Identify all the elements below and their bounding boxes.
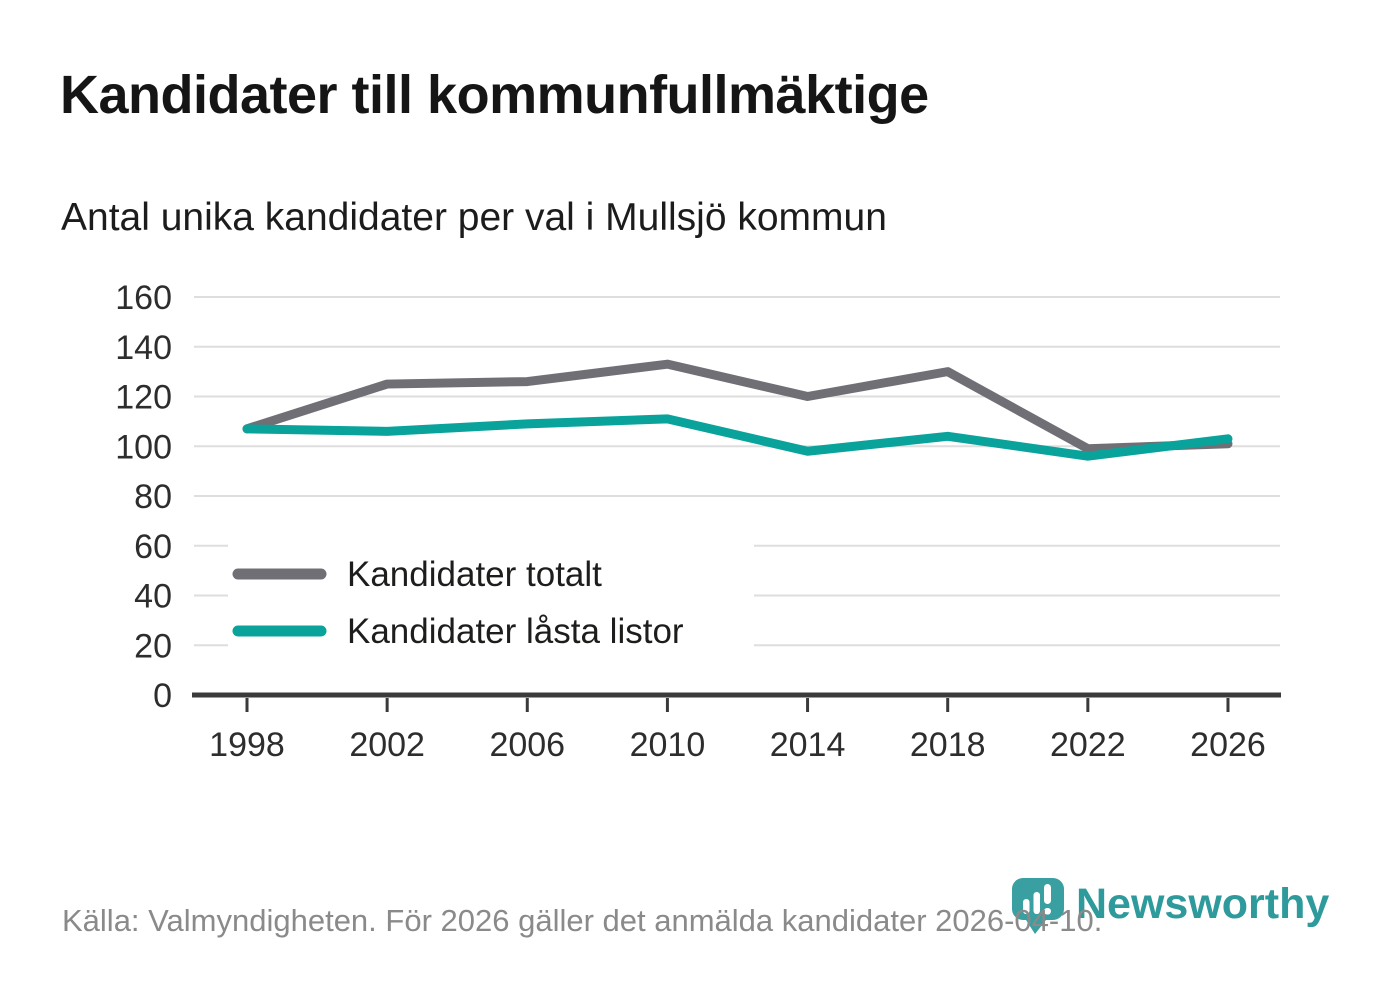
x-axis-tick-label: 2022 <box>1050 726 1126 764</box>
y-axis-tick-label: 100 <box>115 428 172 466</box>
x-axis-tick-label: 2014 <box>770 726 846 764</box>
newsworthy-logo: Newsworthy <box>1008 872 1329 940</box>
x-axis-tick-label: 1998 <box>209 726 285 764</box>
legend-background <box>228 538 754 672</box>
legend-label: Kandidater totalt <box>347 555 602 594</box>
series-line <box>242 359 1233 454</box>
y-axis-tick-label: 120 <box>115 379 172 417</box>
chart-title: Kandidater till kommunfullmäktige <box>60 65 929 125</box>
y-axis-tick-label: 160 <box>115 279 172 317</box>
x-axis-tick-label: 2006 <box>489 726 565 764</box>
y-axis-tick-label: 60 <box>134 528 172 566</box>
y-axis-tick-label: 0 <box>153 677 172 715</box>
x-axis-tick-label: 2018 <box>910 726 986 764</box>
x-axis-tick-label: 2002 <box>349 726 425 764</box>
x-axis-tick-label: 2010 <box>630 726 706 764</box>
newsworthy-logo-text: Newsworthy <box>1076 880 1330 928</box>
y-axis-tick-label: 80 <box>134 478 172 516</box>
x-axis-tick-label: 2026 <box>1190 726 1266 764</box>
y-axis-tick-label: 20 <box>134 627 172 665</box>
newsworthy-pin-barchart-icon <box>1012 878 1064 934</box>
source-note: Källa: Valmyndigheten. För 2026 gäller d… <box>62 903 1103 938</box>
y-axis-tick-label: 140 <box>115 329 172 367</box>
line-chart: 0 20 40 60 80 100 120 140 160 1998 2002 2006 2010 201… <box>115 279 1281 764</box>
series-line <box>242 414 1233 461</box>
chart-subtitle: Antal unika kandidater per val i Mullsjö… <box>61 196 887 239</box>
legend-label: Kandidater låsta listor <box>347 612 684 651</box>
y-axis-tick-label: 40 <box>134 578 172 616</box>
